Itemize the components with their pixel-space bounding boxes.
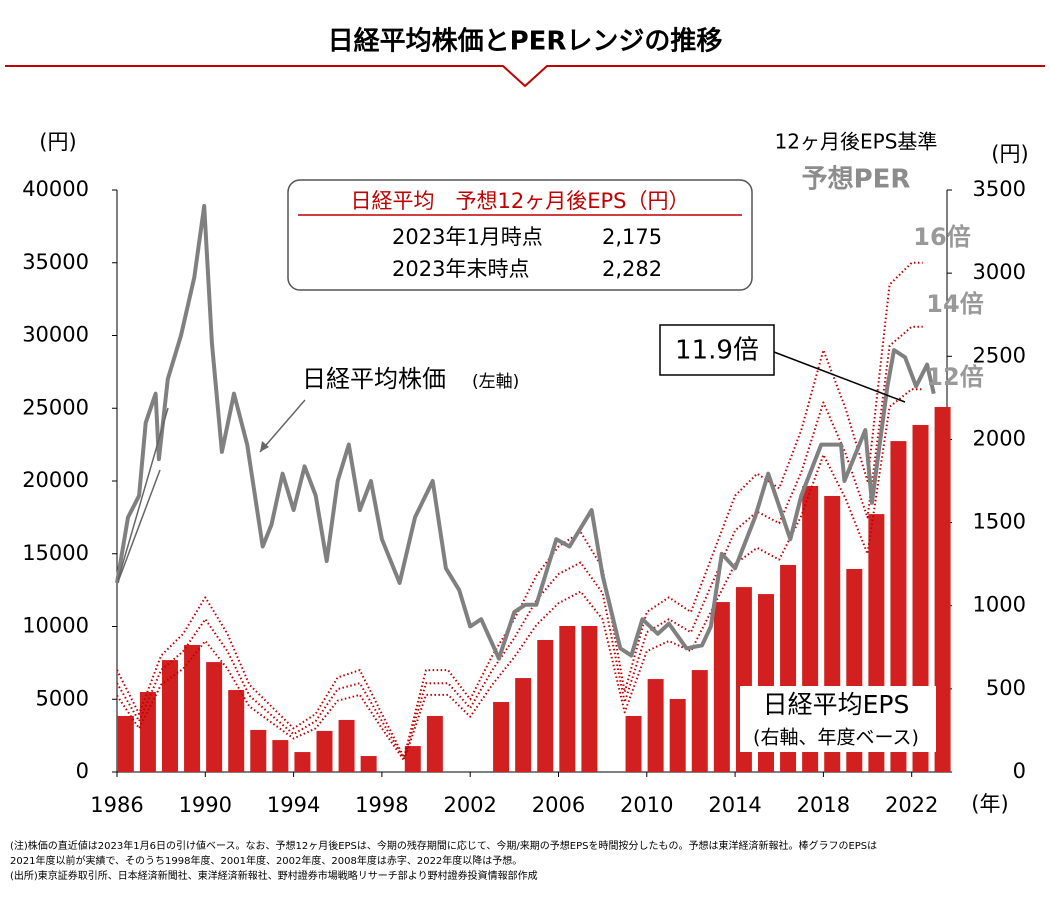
eps-bar [139,692,156,772]
y-tick-label: 20000 [22,468,89,492]
pointer-arrow [117,469,161,583]
price-line [115,204,936,661]
y-tick-label: 40000 [22,177,89,201]
eps-bar [559,626,576,772]
y-tick-label: 15000 [22,541,89,565]
chart-title: 日経平均株価とPERレンジの推移 [328,26,723,57]
eps-bar [537,639,554,772]
per-subtitle: 予想PER [802,165,911,195]
x-tick-label: 2006 [532,793,585,817]
eps-bar [912,424,929,772]
info-row-value: 2,282 [602,257,662,281]
x-tick-label: 1998 [355,793,408,817]
x-tick-label: 2002 [443,793,496,817]
x-tick-label: 2022 [885,793,938,817]
x-tick-label: 2018 [797,793,850,817]
x-tick-label: 1994 [267,793,320,817]
eps-bar [250,729,267,772]
y2-tick-label: 500 [986,676,1026,700]
y2-tick-label: 2000 [973,426,1026,450]
eps-bar [426,715,443,772]
per-band-label: 14倍 [926,290,983,318]
eps-bar [493,701,510,772]
eps-bar [338,719,355,772]
y-tick-label: 0 [76,759,89,783]
pointer-arrow [117,407,169,581]
eps-bar [294,752,311,772]
per-band-line [116,325,923,760]
nikkei-label-axis: (左軸) [472,372,519,392]
y2-tick-label: 2500 [973,343,1026,367]
eps-bar [184,644,201,772]
eps-label: 日経平均EPS [763,690,910,719]
y2-axis-label: (円) [991,142,1028,166]
x-tick-label: 1986 [90,793,143,817]
nikkei-label: 日経平均株価 [302,365,446,393]
y2-tick-label: 1000 [973,593,1026,617]
eps-bar [272,740,289,772]
per-band-line [116,388,923,762]
title-rule [5,65,1045,88]
eps-bar [934,407,951,772]
callout-pointer [773,351,906,403]
x-tick-label: 2014 [708,793,761,817]
overlay: 日経平均 予想12ヶ月後EPS（円） 2023年1月時点 2,175 2023年… [10,179,984,882]
per-callout: 11.9倍 [675,336,759,366]
eps-label-bg [740,686,936,752]
eps-bar [206,662,223,772]
eps-bar [316,730,333,772]
info-title: 日経平均 予想12ヶ月後EPS（円） [351,189,690,213]
note: (出所)東京証券取引所、日本経済新聞社、東洋経済新報社、野村證券市場戦略リサーチ… [10,869,538,882]
eps-bar [581,626,598,772]
note: (注)株価の直近値は2023年1月6日の引け値ベース。なお、予想12ヶ月後EPS… [10,839,877,852]
info-row-label: 2023年末時点 [392,257,529,281]
arrow-head [260,441,269,452]
x-axis-label: (年) [971,792,1008,816]
per-band-label: 12倍 [926,363,983,391]
y-tick-label: 5000 [36,686,89,710]
y2-tick-label: 3000 [973,260,1026,284]
y-tick-label: 10000 [22,614,89,638]
x-tick-label: 1990 [179,793,232,817]
info-box [287,179,753,291]
per-title: 12ヶ月後EPS基準 [775,130,938,154]
eps-bar [691,670,708,772]
eps-label-axis: (右軸、年度ベース) [753,727,919,749]
y-axis-label: (円) [39,130,76,154]
per-band-line [116,261,923,759]
y-tick-label: 30000 [22,323,89,347]
eps-bar [161,660,178,772]
eps-bar [713,602,730,772]
info-row-value: 2,175 [602,225,662,249]
eps-bar [360,756,377,772]
eps-bar [228,690,245,772]
per-callout-box [659,324,775,376]
y-tick-label: 25000 [22,395,89,419]
eps-bar [669,699,686,772]
y-tick-label: 35000 [22,250,89,274]
info-row-label: 2023年1月時点 [392,225,543,249]
eps-bar [404,746,421,772]
x-tick-label: 2010 [620,793,673,817]
y2-tick-label: 1500 [973,510,1026,534]
y2-tick-label: 3500 [973,177,1026,201]
note: 2021年度以前が実績で、そのうち1998年度、2001年度、2002年度、20… [10,854,522,867]
eps-bar [117,715,134,772]
pointer-arrow [259,399,306,453]
eps-bar [515,678,532,772]
eps-bar [647,679,664,772]
y2-tick-label: 0 [1013,759,1026,783]
eps-bar [625,715,642,772]
per-band-label: 16倍 [913,223,970,251]
